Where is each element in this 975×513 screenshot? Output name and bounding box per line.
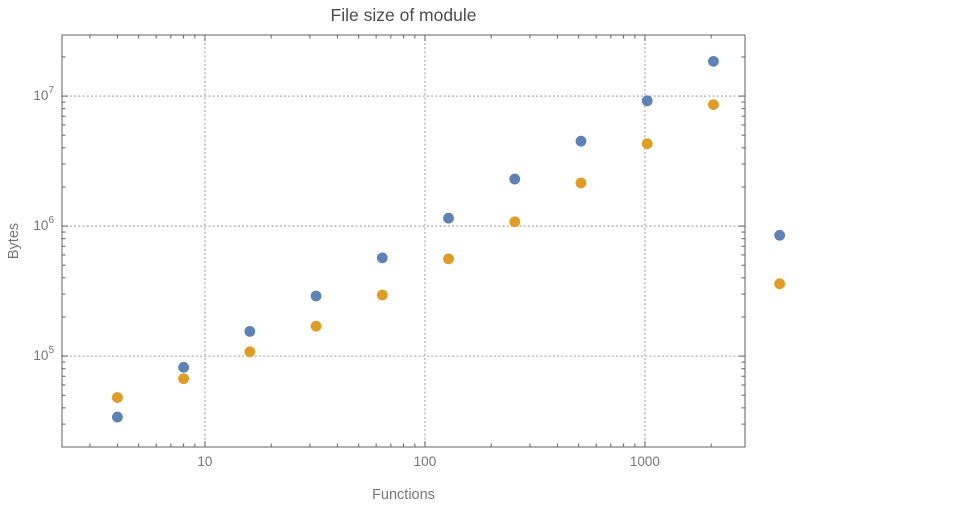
data-point — [575, 177, 587, 189]
grid-layer — [61, 34, 746, 448]
data-point — [376, 289, 388, 301]
data-point — [310, 320, 322, 332]
axis-ticks — [62, 35, 745, 447]
plot-frame — [61, 34, 746, 448]
x-tick-label: 1000 — [630, 454, 660, 469]
y-tick-label: 106 — [33, 215, 54, 233]
x-axis-label: Functions — [372, 487, 435, 503]
data-point — [774, 229, 786, 241]
data-point — [443, 253, 454, 265]
data-point — [509, 216, 521, 228]
data-point — [443, 212, 454, 224]
data-point — [575, 135, 587, 147]
x-tick-label: 10 — [197, 454, 212, 469]
y-tick-label: 105 — [33, 345, 54, 363]
data-point — [111, 392, 123, 403]
data-point — [178, 361, 190, 373]
data-point — [244, 346, 256, 358]
data-point — [708, 55, 719, 67]
data-point — [708, 99, 719, 111]
series-blue — [111, 55, 786, 423]
data-point — [310, 290, 322, 302]
x-tick-label: 100 — [414, 454, 437, 469]
data-point — [774, 278, 786, 290]
x-tick-labels: 10 100 1000 — [197, 454, 660, 469]
data-point — [178, 373, 190, 385]
y-tick-labels: 105 106 107 — [33, 85, 54, 363]
data-point — [641, 95, 653, 107]
data-point — [376, 252, 388, 264]
chart-title: File size of module — [330, 5, 477, 25]
data-point — [641, 138, 653, 150]
data-point — [509, 173, 521, 185]
y-tick-label: 107 — [33, 85, 54, 103]
series-orange — [111, 99, 786, 403]
data-point — [244, 325, 256, 337]
data-point — [111, 411, 123, 423]
